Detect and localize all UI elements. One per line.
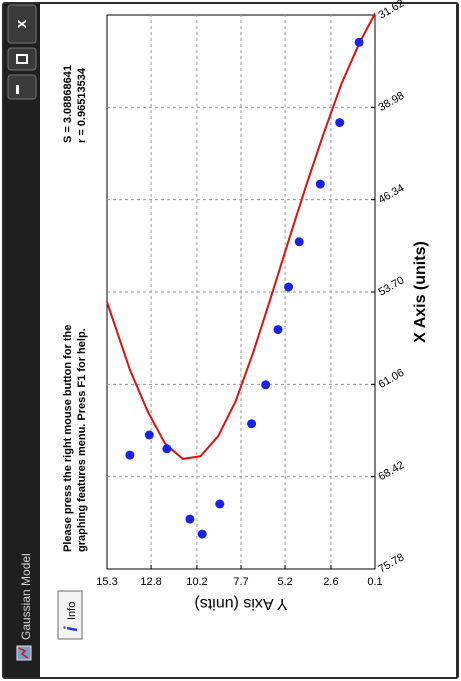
data-point xyxy=(162,444,172,454)
data-point xyxy=(197,529,207,539)
y-axis-title: Y Axis (units) xyxy=(194,595,287,612)
data-point xyxy=(273,325,283,335)
close-icon: x xyxy=(13,19,30,28)
data-points xyxy=(125,37,364,539)
data-point xyxy=(315,179,325,189)
s-statistic: S = 3.08868641 xyxy=(62,65,74,143)
x-tick-label: 7.7 xyxy=(233,576,248,588)
data-point xyxy=(261,380,271,390)
grid-lines xyxy=(107,15,375,569)
fit-curve xyxy=(106,13,376,460)
maximize-button[interactable] xyxy=(7,47,37,71)
maximize-icon xyxy=(16,54,28,64)
fit-curve-layer xyxy=(106,13,376,460)
data-point xyxy=(247,419,257,429)
data-point xyxy=(335,118,345,128)
data-point xyxy=(125,450,135,460)
hint-line-1: Please press the right mouse button for … xyxy=(62,325,74,552)
hint-line-2: graphing features menu. Press F1 for hel… xyxy=(76,328,88,552)
minimize-icon xyxy=(16,85,19,94)
title-bar xyxy=(4,4,40,677)
x-axis-title: X Axis (units) xyxy=(412,241,429,343)
data-point xyxy=(185,514,195,524)
data-point xyxy=(215,499,225,509)
x-tick-label: 15.3 xyxy=(96,576,117,588)
r-statistic: r = 0.96513534 xyxy=(76,67,88,143)
data-point xyxy=(284,282,294,292)
app-icon-graph xyxy=(18,647,29,659)
data-point xyxy=(354,37,364,47)
info-label: Info xyxy=(66,602,78,620)
window-title: Gaussian Model xyxy=(19,553,33,640)
data-point xyxy=(144,430,154,440)
close-button[interactable] xyxy=(7,4,37,44)
x-tick-label: 5.2 xyxy=(277,576,292,588)
info-icon: i xyxy=(61,626,81,632)
data-point xyxy=(294,237,304,247)
window-controls: x xyxy=(7,4,37,100)
x-tick-label: 2.6 xyxy=(323,576,338,588)
info-button[interactable]: i Info xyxy=(57,590,83,640)
x-tick-label: 0.1 xyxy=(367,576,382,588)
x-tick-label: 10.2 xyxy=(186,576,207,588)
minimize-button[interactable] xyxy=(7,74,37,100)
x-tick-label: 12.8 xyxy=(140,576,161,588)
